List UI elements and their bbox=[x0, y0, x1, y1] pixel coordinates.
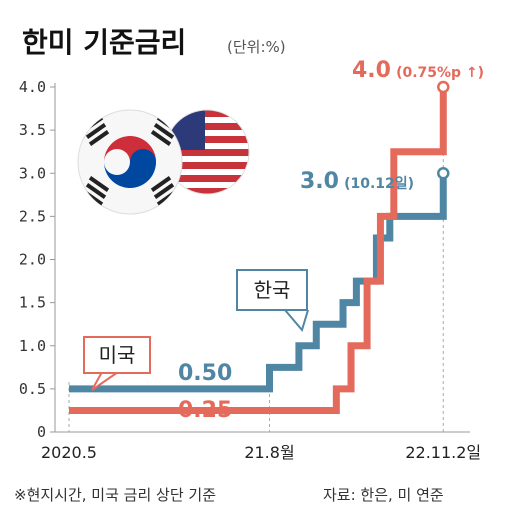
y-tick-label: 4.0 bbox=[19, 78, 46, 96]
chart-title: 한미 기준금리 bbox=[22, 26, 186, 59]
series bbox=[69, 80, 450, 414]
korea-flag-icon bbox=[77, 109, 183, 215]
korea-start-value: 0.50 bbox=[178, 361, 232, 386]
series-line-korea bbox=[69, 173, 447, 393]
y-tick-label: 0.5 bbox=[19, 380, 46, 398]
unit-label: (단위:%) bbox=[227, 38, 286, 56]
x-tick-label: 21.8월 bbox=[244, 443, 294, 462]
y-tick-label: 0 bbox=[37, 423, 46, 441]
series-line-us bbox=[69, 87, 447, 414]
series-end-point-us bbox=[437, 80, 450, 94]
series-end-point-korea bbox=[437, 167, 450, 180]
korea-final-annotation: 3.0 (10.12일) bbox=[300, 169, 414, 194]
us-legend-label: 미국 bbox=[99, 343, 136, 367]
x-tick-label: 22.11.2일 bbox=[405, 443, 481, 462]
footnote-note: ※현지시간, 미국 금리 상단 기준 bbox=[14, 486, 216, 504]
y-tick-label: 2.5 bbox=[19, 207, 46, 225]
korea-legend-label: 한국 bbox=[254, 278, 291, 302]
footnote-source: 자료: 한은, 미 연준 bbox=[323, 486, 444, 504]
y-tick-label: 1.5 bbox=[19, 294, 46, 312]
us-start-value: 0.25 bbox=[178, 398, 232, 423]
y-tick-label: 1.0 bbox=[19, 337, 46, 355]
y-tick-label: 3.5 bbox=[19, 121, 46, 139]
y-tick-label: 2.0 bbox=[19, 251, 46, 269]
x-tick-label: 2020.5 bbox=[41, 443, 97, 462]
korea-legend-callout: 한국 bbox=[236, 269, 309, 333]
us-final-annotation: 4.0 (0.75%p ↑) bbox=[352, 58, 484, 83]
y-tick-label: 3.0 bbox=[19, 164, 46, 182]
axes: 0 0.5 1.0 1.5 2.0 2.5 3.0 3.5 4.0 2020.5 21.8월 22.1… bbox=[19, 78, 481, 462]
us-legend-callout: 미국 bbox=[83, 336, 151, 391]
